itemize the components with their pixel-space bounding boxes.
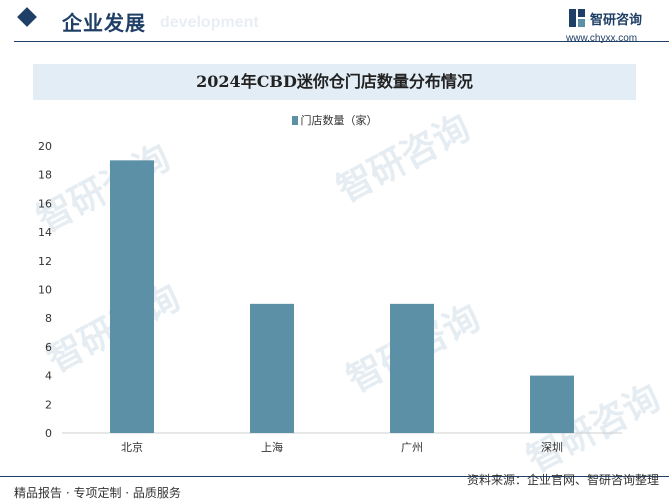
y-tick-label: 6 <box>45 341 52 354</box>
header-divider <box>14 41 669 42</box>
footer-source: 资料来源：企业官网、智研咨询整理 <box>466 473 659 487</box>
y-tick-label: 12 <box>38 255 52 268</box>
header-ghost-text: development <box>160 14 259 31</box>
bar <box>390 303 434 433</box>
y-tick-label: 14 <box>38 226 52 239</box>
logo-icon <box>569 9 585 27</box>
logo-url: www.chyxx.com <box>566 33 638 44</box>
footer-divider <box>0 476 669 477</box>
x-tick-label: 上海 <box>261 440 283 454</box>
page-header: development 企业发展 智研咨询 www.chyxx.com <box>0 0 669 44</box>
logo-name: 智研咨询 <box>590 13 643 28</box>
y-tick-label: 2 <box>45 398 52 411</box>
section-title: 企业发展 <box>62 11 146 35</box>
y-tick-label: 8 <box>45 312 52 325</box>
chart-title: 2024年CBD迷你仓门店数量分布情况 <box>196 72 473 91</box>
bar <box>250 303 294 433</box>
bar <box>110 160 154 433</box>
x-tick-label: 北京 <box>121 440 143 454</box>
legend-label: 门店数量（家） <box>300 114 378 127</box>
y-tick-label: 4 <box>45 370 52 383</box>
legend-swatch <box>291 116 298 125</box>
y-tick-label: 18 <box>38 169 52 182</box>
y-tick-label: 16 <box>38 197 52 210</box>
y-tick-label: 20 <box>38 140 52 153</box>
x-tick-label: 深圳 <box>541 441 563 454</box>
y-tick-label: 10 <box>38 284 52 297</box>
x-tick-label: 广州 <box>401 441 423 454</box>
bar <box>530 375 574 433</box>
footer-tagline: 精品报告 · 专项定制 · 品质服务 <box>14 486 181 500</box>
chart-legend: 门店数量（家） <box>0 112 669 128</box>
chart-title-band: 2024年CBD迷你仓门店数量分布情况 <box>33 64 636 100</box>
y-tick-label: 0 <box>45 427 52 440</box>
